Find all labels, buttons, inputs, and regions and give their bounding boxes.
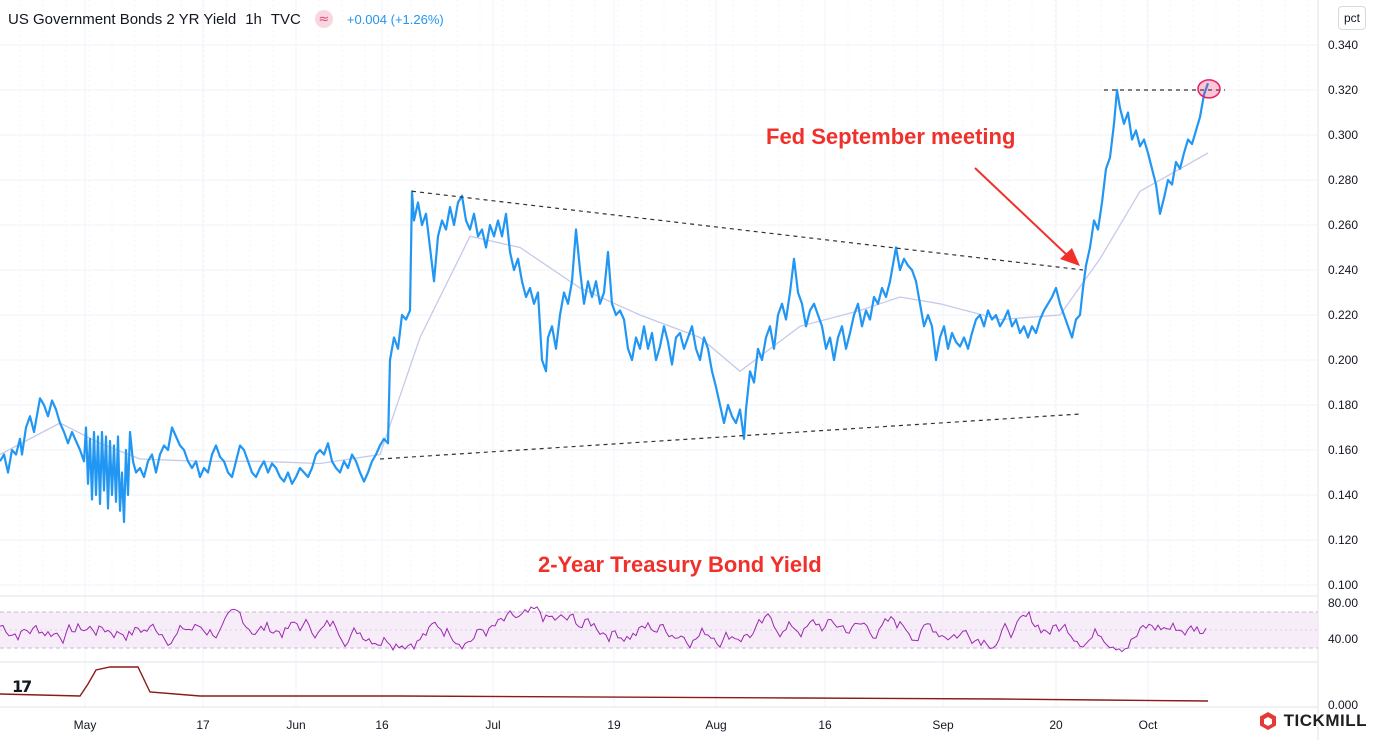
annotation-arrow-head [1060, 248, 1080, 266]
price-tick-label: 0.140 [1328, 488, 1358, 502]
brand-watermark: TICKMILL [1258, 711, 1367, 731]
trendline[interactable] [379, 413, 1081, 460]
third-pane-series [0, 666, 1209, 702]
time-tick-label: Jul [485, 718, 500, 732]
trendline[interactable] [411, 190, 1084, 271]
fed-meeting-label: Fed September meeting [766, 124, 1016, 149]
axis-labels: 0.340 0.320 0.300 0.280 0.260 0.240 0.220 0.200… [74, 38, 1359, 732]
tradingview-logo-icon[interactable]: 17 [12, 676, 32, 696]
time-tick-label: 19 [607, 718, 621, 732]
time-tick-label: Aug [705, 718, 726, 732]
brand-name: TICKMILL [1283, 711, 1367, 730]
time-tick-label: 16 [375, 718, 389, 732]
price-change: +0.004 (+1.26%) [346, 11, 444, 27]
price-tick-label: 0.100 [1328, 578, 1358, 592]
unit-selector[interactable]: pct [1338, 6, 1366, 30]
chart-legend: US Government Bonds 2 YR Yield 1h TVC ≈ … [8, 8, 444, 30]
price-tick-label: 0.260 [1328, 218, 1358, 232]
moving-average-series [0, 152, 1209, 465]
symbol-title[interactable]: US Government Bonds 2 YR Yield [8, 10, 237, 28]
price-tick-label: 0.120 [1328, 533, 1358, 547]
interval-label[interactable]: 1h [245, 10, 262, 28]
price-tick-label: 0.280 [1328, 173, 1358, 187]
chart-caption: 2-Year Treasury Bond Yield [538, 552, 822, 577]
price-tick-label: 0.220 [1328, 308, 1358, 322]
grid [0, 0, 1318, 707]
tickmill-logo-icon [1259, 712, 1276, 730]
price-tick-label: 0.180 [1328, 398, 1358, 412]
time-tick-label: May [74, 718, 97, 732]
time-tick-label: Oct [1139, 718, 1158, 732]
annotation-arrow [974, 167, 1069, 257]
rsi-tick-label: 40.00 [1328, 632, 1358, 646]
price-series[interactable] [0, 82, 1210, 524]
time-tick-label: Sep [932, 718, 954, 732]
price-tick-label: 0.240 [1328, 263, 1358, 277]
rsi-series [0, 606, 1207, 653]
price-tick-label: 0.300 [1328, 128, 1358, 142]
highlight-ellipse [1197, 79, 1221, 99]
time-tick-label: 20 [1049, 718, 1063, 732]
time-tick-label: 17 [196, 718, 210, 732]
price-tick-label: 0.340 [1328, 38, 1358, 52]
time-tick-label: Jun [286, 718, 305, 732]
approx-wave-icon[interactable]: ≈ [314, 10, 333, 28]
trendlines [379, 89, 1225, 460]
third-pane-tick-label: 0.000 [1328, 698, 1358, 712]
price-tick-label: 0.160 [1328, 443, 1358, 457]
price-tick-label: 0.200 [1328, 353, 1358, 367]
rsi-tick-label: 80.00 [1328, 596, 1358, 610]
time-tick-label: 16 [818, 718, 832, 732]
price-tick-label: 0.320 [1328, 83, 1358, 97]
source-label[interactable]: TVC [270, 10, 301, 28]
